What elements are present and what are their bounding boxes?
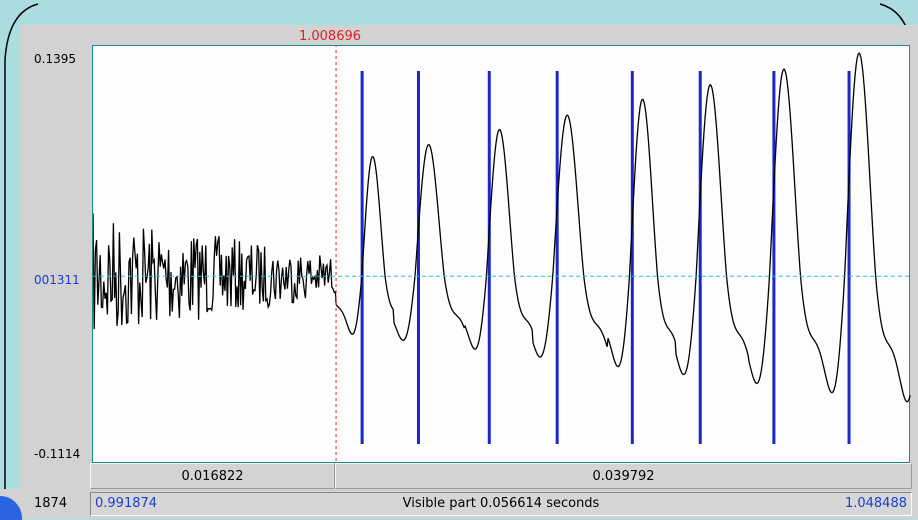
visible-range-bar: 0.991874 Visible part 0.056614 seconds 1… [90,492,912,516]
status-left-value: 1874 [34,496,68,511]
y-axis-bottom-label: -0.1114 [34,447,81,461]
y-axis-center-label: 001311 [34,273,80,287]
segment-after-cursor[interactable]: 0.039792 [335,463,912,489]
segment-after-cursor-label: 0.039792 [592,468,655,484]
segment-before-cursor-label: 0.016822 [181,468,244,484]
cursor-time-label: 1.008696 [298,29,362,44]
visible-duration-text: Visible part 0.056614 seconds [402,496,600,511]
visible-start-time: 0.991874 [95,496,158,511]
y-axis-top-label: 0.1395 [34,52,76,66]
status-bar: 1874 0.991874 Visible part 0.056614 seco… [0,489,918,519]
waveform-svg [93,46,911,464]
waveform-line [93,52,911,403]
visible-end-time: 1.048488 [844,496,907,511]
waveform-plot[interactable] [92,45,911,464]
segment-before-cursor[interactable]: 0.016822 [90,463,336,489]
segment-bar: 0.016822 0.039792 [90,463,912,489]
